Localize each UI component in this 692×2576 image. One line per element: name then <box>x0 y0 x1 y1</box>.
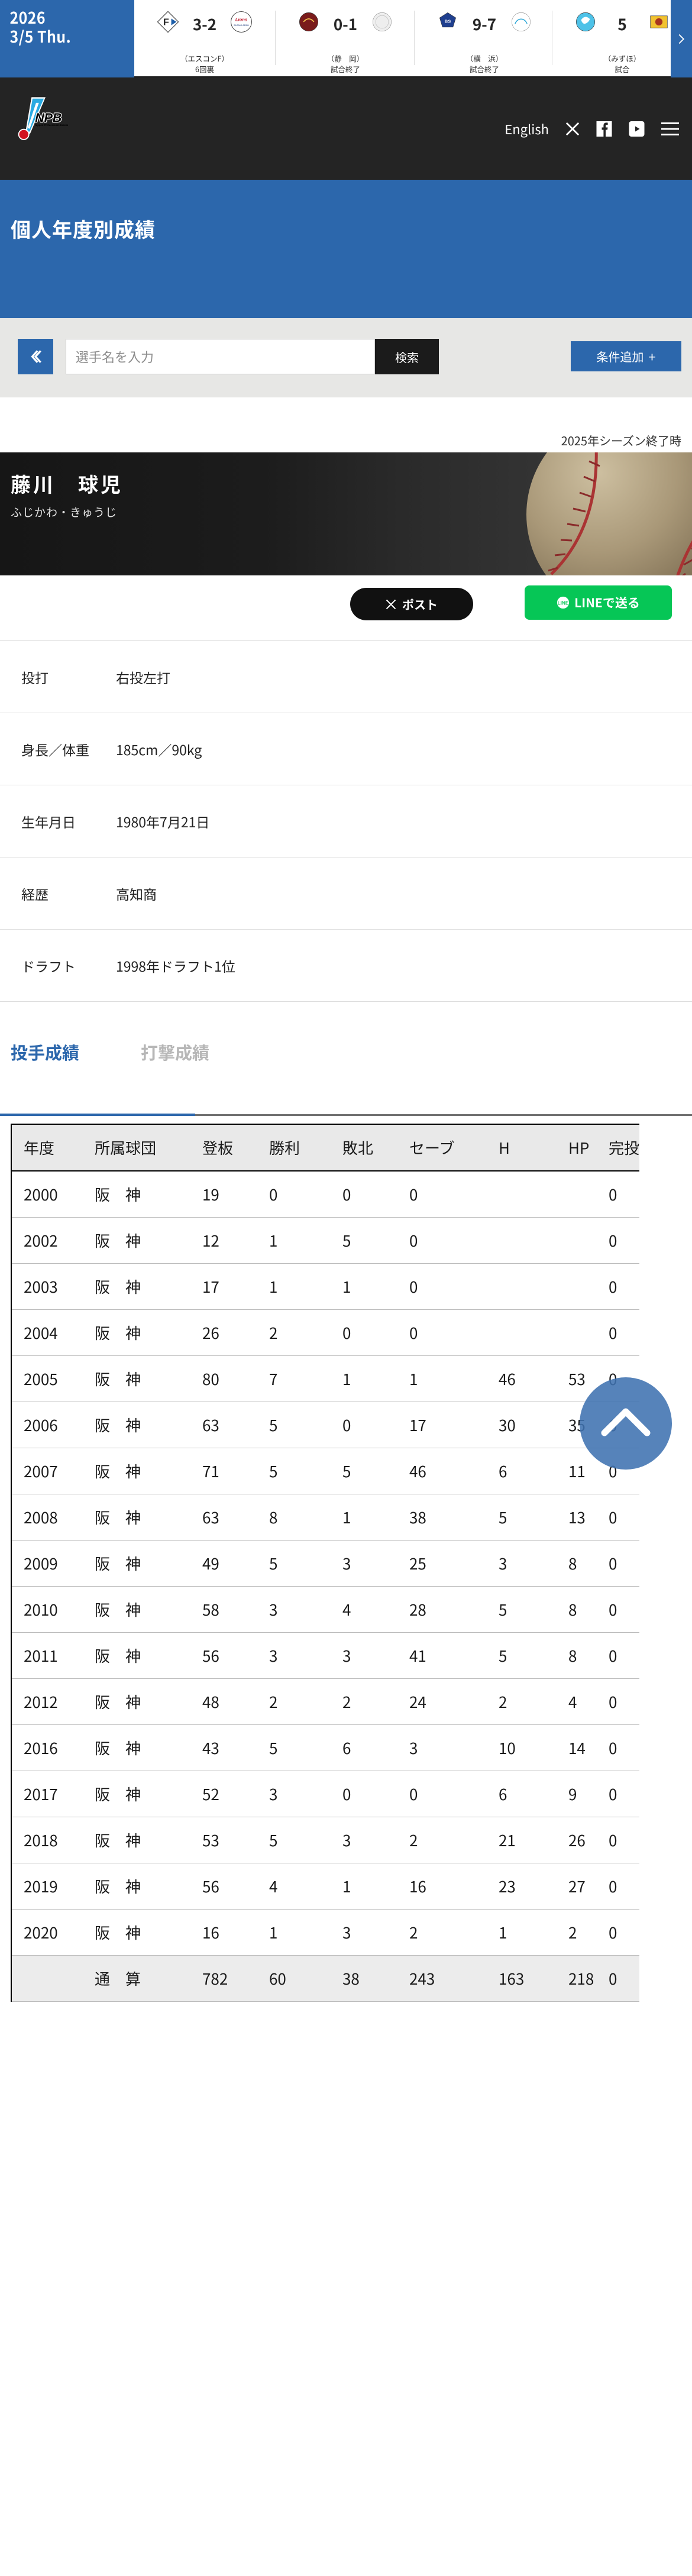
svg-text:SAITAMA SEIBU: SAITAMA SEIBU <box>234 24 249 27</box>
svg-text:Lions: Lions <box>235 17 247 22</box>
svg-text:BS: BS <box>445 18 451 24</box>
svg-text:F: F <box>163 18 169 28</box>
svg-text:Nippon Professional Baseball: Nippon Professional Baseball <box>35 124 68 127</box>
svg-text:NPB: NPB <box>35 111 62 125</box>
svg-text:LINE: LINE <box>558 601 569 606</box>
